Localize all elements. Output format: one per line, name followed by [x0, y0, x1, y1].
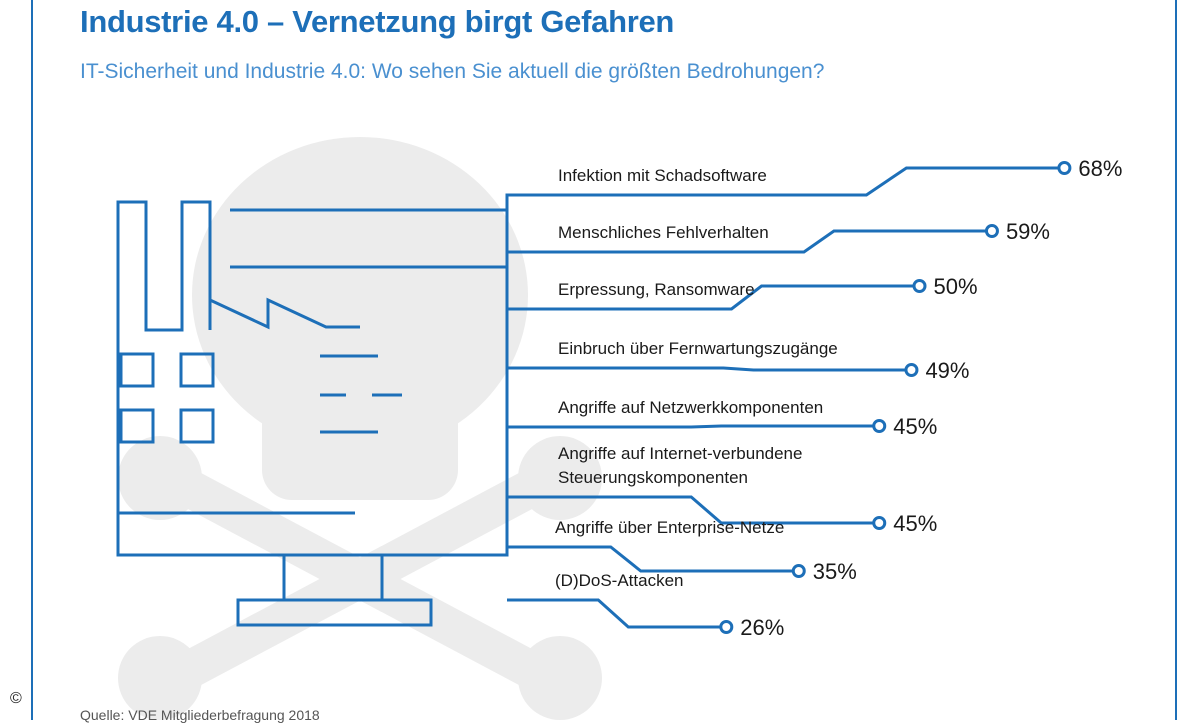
factory-monitor-illustration	[116, 200, 509, 627]
category-label: Einbruch über Fernwartungszugänge	[558, 339, 838, 358]
category-label: (D)DoS-Attacken	[555, 571, 683, 590]
bar-leader-line	[507, 284, 914, 311]
bar-end-marker	[719, 620, 734, 634]
factory-window	[179, 408, 215, 444]
chart-title: Industrie 4.0 – Vernetzung birgt Gefahre…	[80, 4, 675, 39]
bar-leader-line	[505, 166, 1059, 210]
skull-illustration	[118, 137, 602, 720]
bar-leader-line	[507, 424, 874, 429]
factory-window	[119, 408, 155, 444]
data-label: 45%	[893, 414, 937, 439]
category-label: Angriffe auf Netzwerkkomponenten	[558, 398, 823, 417]
data-label: 50%	[934, 274, 978, 299]
bar-end-marker	[1057, 161, 1072, 175]
monitor-base	[236, 598, 433, 627]
category-label: Infektion mit Schadsoftware	[558, 166, 767, 185]
data-label: 59%	[1006, 219, 1050, 244]
factory-window	[179, 352, 215, 388]
bar-end-marker	[904, 363, 919, 377]
bar-leader-line	[507, 545, 793, 573]
category-label: Angriffe auf Internet-verbundene	[558, 444, 802, 463]
bar-leader-line	[507, 366, 906, 372]
data-label: 68%	[1078, 156, 1122, 181]
bar-series: 68% Infektion mit Schadsoftware 59% Menschl…	[505, 156, 1122, 640]
bar-leader-line	[507, 229, 986, 254]
bar-leader-line	[507, 598, 721, 629]
data-label: 49%	[925, 358, 969, 383]
bar-leader-line	[507, 495, 874, 525]
data-label: 26%	[740, 615, 784, 640]
category-label: Angriffe über Enterprise-Netze	[555, 518, 784, 537]
data-label: 35%	[813, 559, 857, 584]
frame-right-border	[1175, 0, 1177, 720]
copyright-symbol: ©	[10, 690, 22, 707]
bar-end-marker	[912, 279, 927, 293]
category-label: Steuerungskomponenten	[558, 468, 748, 487]
monitor-frame	[116, 208, 509, 557]
factory-outline	[116, 200, 360, 513]
source-note: Quelle: VDE Mitgliederbefragung 2018	[80, 707, 320, 723]
bar-end-marker	[872, 419, 887, 433]
frame-left-border	[31, 0, 33, 720]
bar-end-marker	[872, 516, 887, 530]
bar-end-marker	[984, 224, 999, 238]
category-label: Menschliches Fehlverhalten	[558, 223, 769, 242]
bar-end-marker	[791, 564, 806, 578]
category-label: Erpressung, Ransomware	[558, 280, 755, 299]
data-label: 45%	[893, 511, 937, 536]
chart-subtitle: IT-Sicherheit und Industrie 4.0: Wo sehe…	[80, 60, 825, 83]
factory-window	[119, 352, 155, 388]
